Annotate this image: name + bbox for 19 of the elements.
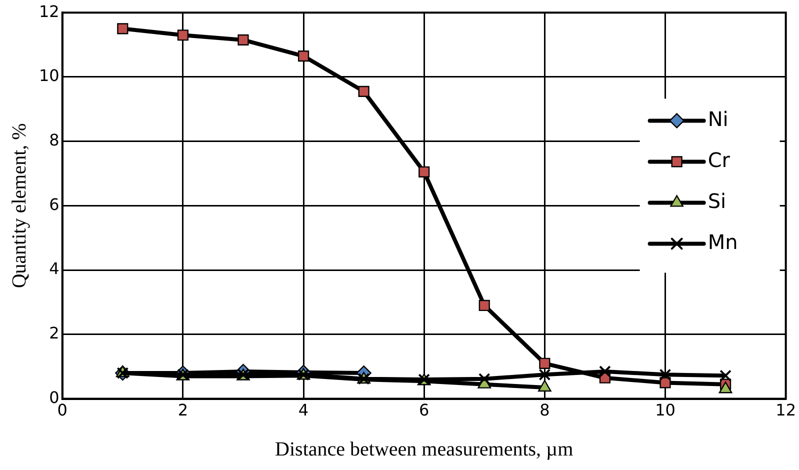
legend-label: Ni (708, 106, 728, 131)
y-tick-label: 10 (39, 66, 60, 86)
x-tick-label: 4 (298, 400, 309, 420)
y-tick-label: 4 (49, 259, 60, 278)
legend-label: Cr (708, 148, 731, 172)
y-tick-label: 2 (49, 324, 60, 343)
x-tick-label: 10 (655, 400, 676, 420)
x-tick-label: 12 (776, 400, 796, 420)
y-tick-label: 8 (49, 130, 60, 150)
x-tick-label: 6 (418, 400, 430, 420)
x-tick-label: 8 (540, 400, 550, 420)
y-axis-title: Quantity element, % (8, 123, 30, 288)
x-axis-title: Distance between measurements, µm (275, 438, 574, 460)
legend-label: Mn (708, 230, 738, 254)
legend-label: Si (708, 188, 726, 213)
y-tick-label: 12 (39, 2, 60, 21)
y-tick-label: 6 (49, 194, 60, 214)
x-tick-label: 2 (178, 400, 188, 420)
y-tick-label: 0 (49, 388, 60, 407)
